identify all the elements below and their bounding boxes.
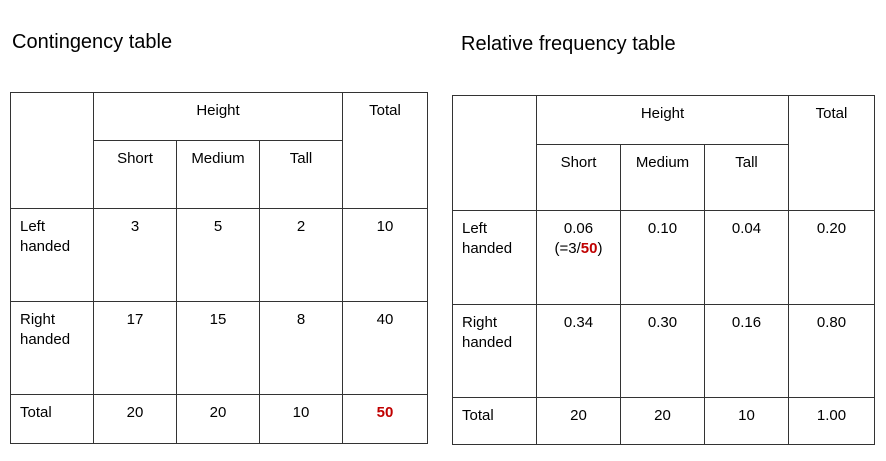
row-total-cell: 0.20 xyxy=(788,210,876,305)
contingency-table: Height Total Short Medium Tall Left hand… xyxy=(10,92,429,444)
corner-cell xyxy=(10,92,94,209)
column-header-tall: Tall xyxy=(703,144,790,211)
row-label-total: Total xyxy=(10,394,94,444)
column-header-medium: Medium xyxy=(176,140,260,209)
height-header: Height xyxy=(92,92,344,141)
table-cell: 8 xyxy=(258,301,344,395)
corner-cell xyxy=(452,95,537,211)
row-label-left-handed: Left handed xyxy=(452,210,537,305)
relative-frequency-table-title: Relative frequency table xyxy=(461,33,676,55)
table-cell: 2 xyxy=(258,208,344,302)
row-total-cell: 40 xyxy=(342,301,429,395)
total-header: Total xyxy=(342,92,429,209)
table-cell: 0.10 xyxy=(620,210,705,305)
table-cell: 20 xyxy=(176,394,260,444)
table-cell: 0.34 xyxy=(536,304,621,398)
grand-total-cell: 50 xyxy=(342,394,429,444)
total-header: Total xyxy=(788,95,876,211)
table-cell: 20 xyxy=(93,394,177,444)
relative-frequency-table: Height Total Short Medium Tall Left hand… xyxy=(452,95,876,445)
table-cell: 5 xyxy=(176,208,260,302)
column-header-tall: Tall xyxy=(258,140,344,209)
column-header-short: Short xyxy=(93,140,177,209)
table-cell: 0.06 (=3/50) xyxy=(536,210,621,305)
calculation-note: (=3/50) xyxy=(554,240,603,257)
table-cell: 0.30 xyxy=(620,304,705,398)
row-label-right-handed: Right handed xyxy=(10,301,94,395)
row-label-left-handed: Left handed xyxy=(10,208,94,302)
column-header-short: Short xyxy=(536,144,621,211)
contingency-table-title: Contingency table xyxy=(12,31,173,53)
row-total-cell: 10 xyxy=(342,208,429,302)
row-label-right-handed: Right handed xyxy=(452,304,537,398)
table-cell: 10 xyxy=(258,394,344,444)
height-header: Height xyxy=(535,95,790,145)
table-cell: 20 xyxy=(536,397,621,445)
grand-total-cell: 1.00 xyxy=(788,397,876,445)
table-cell: 17 xyxy=(93,301,177,395)
table-cell: 15 xyxy=(176,301,260,395)
table-cell: 3 xyxy=(93,208,177,302)
column-header-medium: Medium xyxy=(620,144,705,211)
table-cell: 10 xyxy=(703,397,790,445)
row-label-total: Total xyxy=(452,397,537,445)
table-cell: 0.16 xyxy=(703,304,790,398)
row-total-cell: 0.80 xyxy=(788,304,876,398)
table-cell: 20 xyxy=(620,397,705,445)
table-cell: 0.04 xyxy=(703,210,790,305)
